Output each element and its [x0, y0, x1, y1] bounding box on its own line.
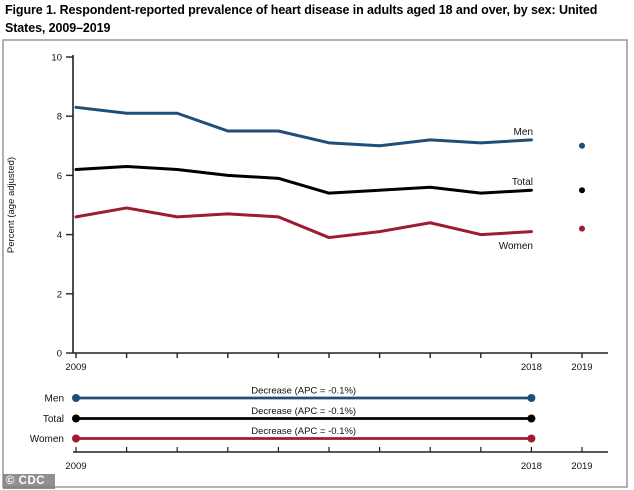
y-tick-label: 10 [51, 53, 62, 64]
trend-row-label-total: Total [43, 414, 64, 425]
trend-annotation-women: Decrease (APC = -0.1%) [251, 426, 356, 437]
trend-row-label-women: Women [30, 434, 64, 445]
x-tick-label: 2009 [65, 362, 86, 373]
trend-dot-end-men [527, 394, 536, 402]
trend-dot-start-men [72, 394, 80, 402]
trend-annotation-men: Decrease (APC = -0.1%) [251, 386, 356, 397]
trend-axis-label: 2009 [65, 461, 86, 472]
y-tick-label: 6 [57, 171, 62, 182]
y-tick-label: 8 [57, 112, 62, 123]
y-axis-title: Percent (age adjusted) [6, 157, 17, 253]
y-tick-label: 2 [57, 289, 62, 300]
x-tick-label: 2018 [521, 362, 542, 373]
cdc-watermark: © CDC [3, 474, 55, 489]
figure-frame [2, 39, 628, 488]
point-2019-women [579, 225, 585, 232]
trend-axis-label: 2018 [521, 461, 542, 472]
point-2019-men [579, 142, 585, 149]
trend-dot-start-women [72, 434, 80, 443]
series-label-women: Women [499, 241, 533, 252]
series-line-men [74, 105, 533, 148]
trend-dot-end-total [527, 414, 536, 423]
point-2019-total [579, 187, 585, 194]
y-tick-label: 4 [57, 230, 62, 241]
trend-axis-label: 2019 [571, 461, 592, 472]
y-tick-label: 0 [57, 349, 62, 360]
trend-row-label-men: Men [45, 394, 64, 405]
series-line-women [74, 206, 533, 240]
figure-title: Figure 1. Respondent-reported prevalence… [5, 3, 598, 35]
trend-dot-start-total [72, 414, 80, 423]
trend-dot-end-women [527, 434, 536, 443]
series-label-men: Men [514, 127, 533, 138]
x-tick-label: 2019 [571, 362, 592, 373]
series-line-total [74, 165, 533, 195]
series-label-total: Total [512, 177, 533, 188]
trend-annotation-total: Decrease (APC = -0.1%) [251, 406, 356, 417]
